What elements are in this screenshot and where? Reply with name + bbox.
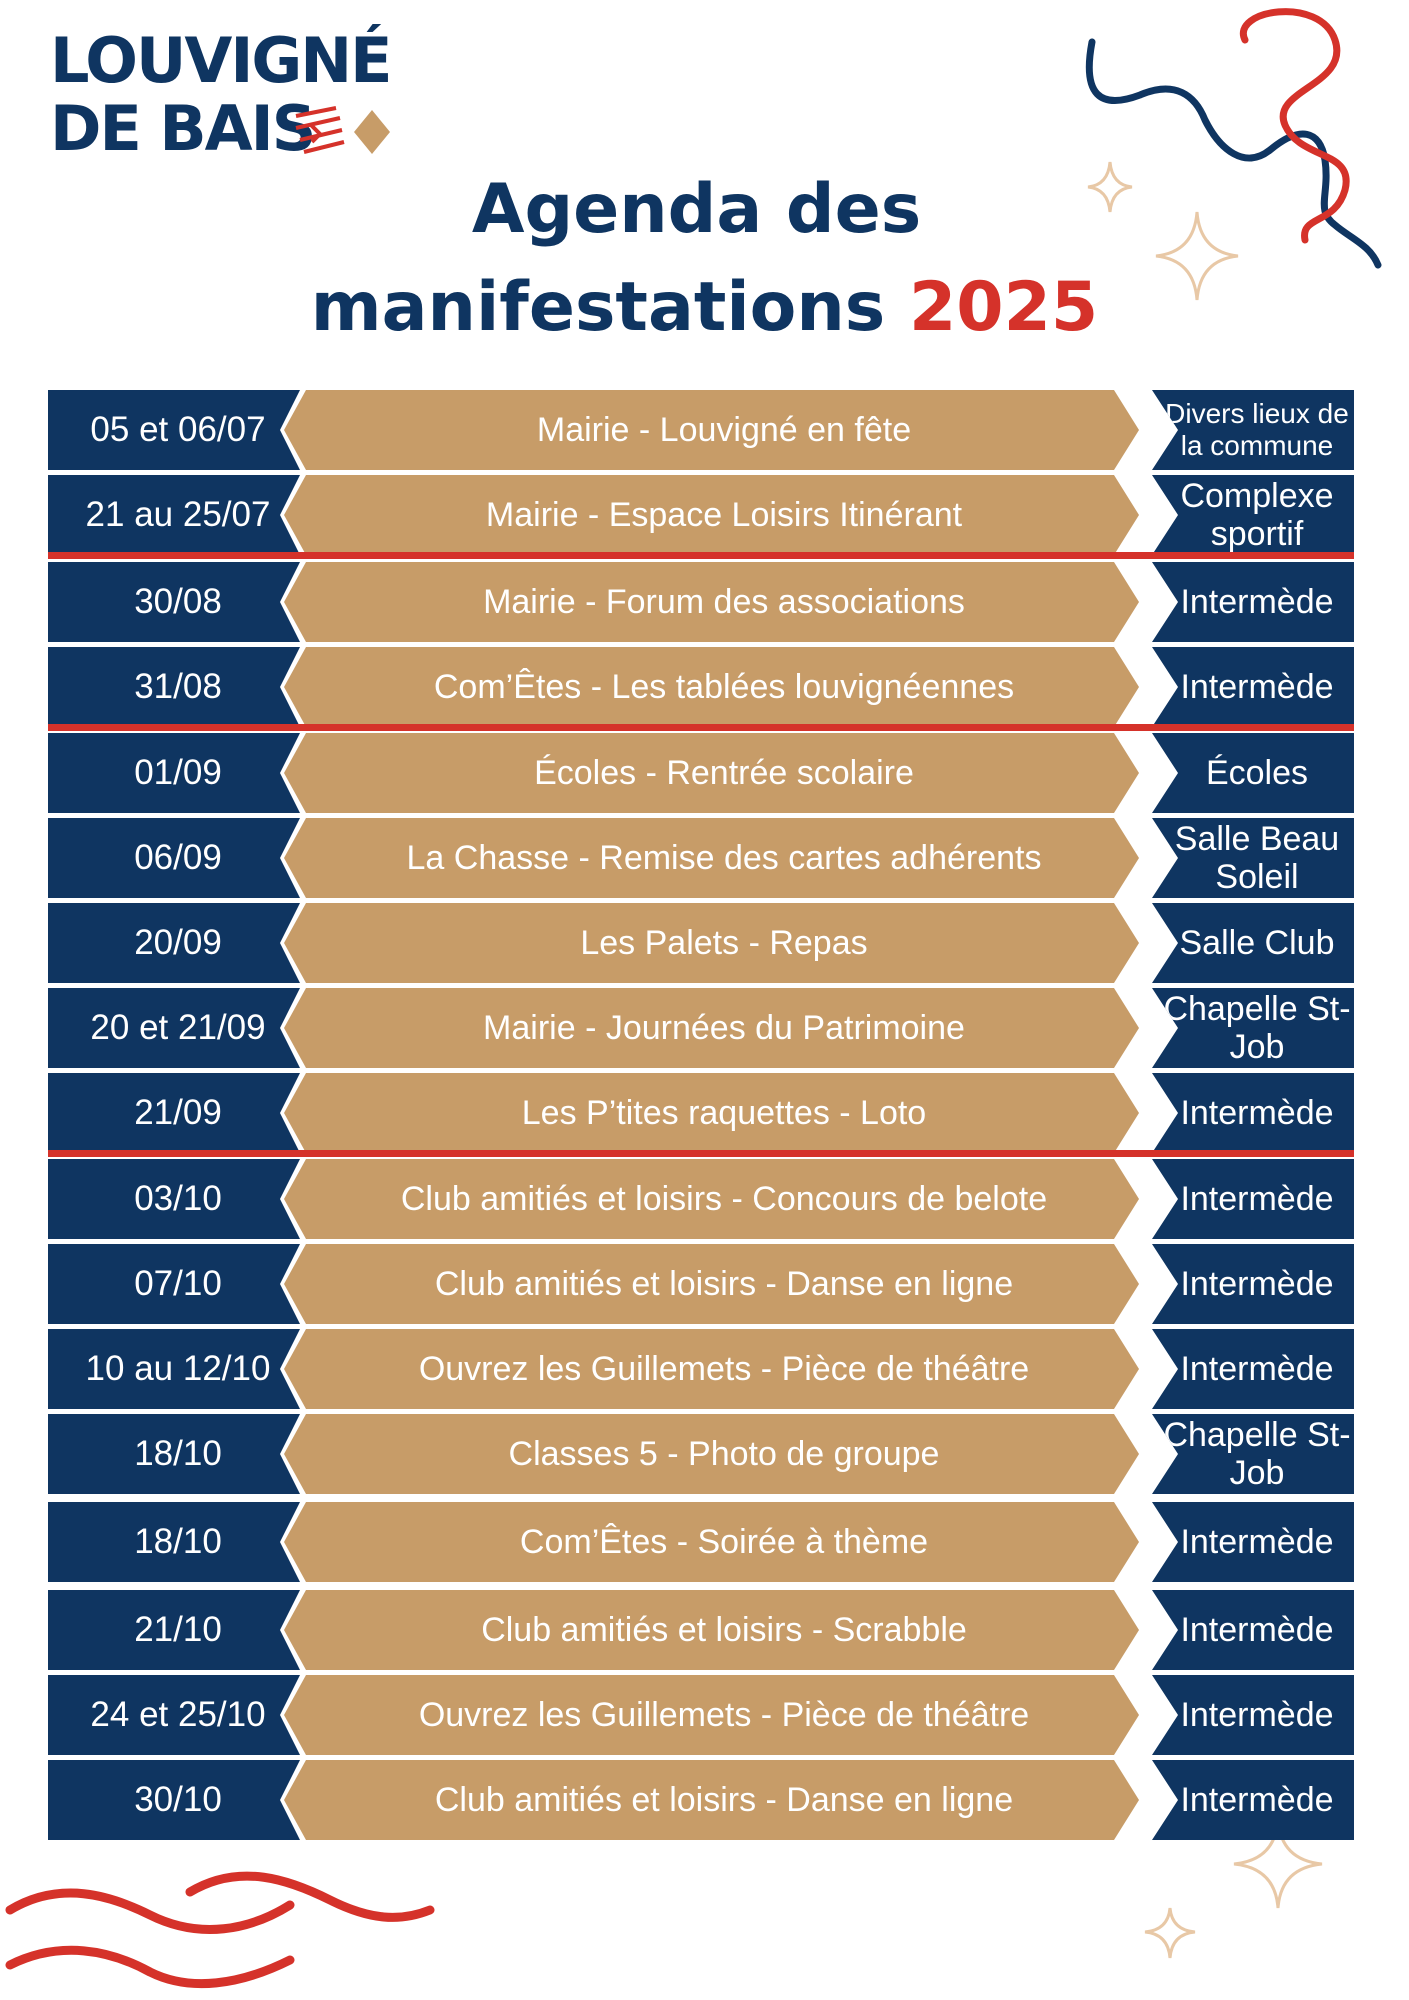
agenda-date: 21/10 xyxy=(48,1590,300,1670)
agenda-date: 18/10 xyxy=(48,1414,300,1494)
agenda-row: 07/10 Club amitiés et loisirs - Danse en… xyxy=(48,1244,1354,1324)
agenda-place: Intermède xyxy=(1152,1073,1354,1153)
logo-line-2: DE BAIS xyxy=(50,92,316,165)
agenda-event: Ouvrez les Guillemets - Pièce de théâtre xyxy=(284,1675,1139,1755)
agenda-event: Club amitiés et loisirs - Concours de be… xyxy=(284,1159,1139,1239)
agenda-place: Intermède xyxy=(1152,1760,1354,1840)
agenda-event: Club amitiés et loisirs - Scrabble xyxy=(284,1590,1139,1670)
agenda-row: 06/09 La Chasse - Remise des cartes adhé… xyxy=(48,818,1354,898)
agenda-place: Intermède xyxy=(1152,1675,1354,1755)
logo: LOUVIGNÉ DE BAIS xyxy=(50,26,400,166)
agenda-event: Classes 5 - Photo de groupe xyxy=(284,1414,1139,1494)
agenda-date: 03/10 xyxy=(48,1159,300,1239)
agenda-date: 24 et 25/10 xyxy=(48,1675,300,1755)
month-separator xyxy=(48,1150,1354,1157)
agenda-row: 30/10 Club amitiés et loisirs - Danse en… xyxy=(48,1760,1354,1840)
agenda-place: Complexe sportif xyxy=(1152,475,1354,555)
agenda-place: Divers lieux de la commune xyxy=(1152,390,1354,470)
agenda-date: 18/10 xyxy=(48,1502,300,1582)
agenda-place: Intermède xyxy=(1152,1244,1354,1324)
red-wave-decoration-2 xyxy=(185,1871,435,1922)
page-title-year: 2025 xyxy=(908,268,1099,347)
agenda-event: Com’Êtes - Soirée à thème xyxy=(284,1502,1139,1582)
agenda-place: Intermède xyxy=(1152,647,1354,727)
agenda-date: 20/09 xyxy=(48,903,300,983)
month-separator xyxy=(48,724,1354,731)
red-wave-decoration-1 xyxy=(5,1888,295,1934)
agenda-place: Intermède xyxy=(1152,1502,1354,1582)
agenda-date: 07/10 xyxy=(48,1244,300,1324)
agenda-row: 21/10 Club amitiés et loisirs - Scrabble… xyxy=(48,1590,1354,1670)
agenda-place: Salle Club xyxy=(1152,903,1354,983)
agenda-row: 10 au 12/10 Ouvrez les Guillemets - Pièc… xyxy=(48,1329,1354,1409)
agenda-event: Club amitiés et loisirs - Danse en ligne xyxy=(284,1760,1139,1840)
agenda-event: Mairie - Journées du Patrimoine xyxy=(284,988,1139,1068)
agenda-event: Mairie - Espace Loisirs Itinérant xyxy=(284,475,1139,555)
sparkle-icon xyxy=(1144,1907,1196,1959)
agenda-place: Écoles xyxy=(1152,733,1354,813)
agenda-event: Les P’tites raquettes - Loto xyxy=(284,1073,1139,1153)
month-separator xyxy=(48,552,1354,559)
agenda-date: 20 et 21/09 xyxy=(48,988,300,1068)
agenda-event: Mairie - Forum des associations xyxy=(284,562,1139,642)
agenda-row: 01/09 Écoles - Rentrée scolaire Écoles xyxy=(48,733,1354,813)
agenda-row: 20/09 Les Palets - Repas Salle Club xyxy=(48,903,1354,983)
page-title-text: manifestations xyxy=(310,268,886,347)
agenda-event: Les Palets - Repas xyxy=(284,903,1139,983)
page-title-line-1: Agenda des xyxy=(471,170,922,249)
agenda-place: Intermède xyxy=(1152,1329,1354,1409)
agenda-row: 31/08 Com’Êtes - Les tablées louvignéenn… xyxy=(48,647,1354,727)
agenda-place: Intermède xyxy=(1152,1590,1354,1670)
agenda-row: 24 et 25/10 Ouvrez les Guillemets - Pièc… xyxy=(48,1675,1354,1755)
agenda-event: Ouvrez les Guillemets - Pièce de théâtre xyxy=(284,1329,1139,1409)
agenda-row: 18/10 Com’Êtes - Soirée à thème Intermèd… xyxy=(48,1502,1354,1582)
agenda-event: Mairie - Louvigné en fête xyxy=(284,390,1139,470)
logo-emblem-icon xyxy=(295,106,390,154)
agenda-date: 21/09 xyxy=(48,1073,300,1153)
agenda-event: Club amitiés et loisirs - Danse en ligne xyxy=(284,1244,1139,1324)
agenda-row: 20 et 21/09 Mairie - Journées du Patrimo… xyxy=(48,988,1354,1068)
page-title-line-2: manifestations 2025 xyxy=(0,258,1409,358)
agenda-event: La Chasse - Remise des cartes adhérents xyxy=(284,818,1139,898)
agenda-place: Chapelle St-Job xyxy=(1152,988,1354,1068)
agenda-date: 01/09 xyxy=(48,733,300,813)
logo-line-1: LOUVIGNÉ xyxy=(50,24,393,97)
agenda-row: 18/10 Classes 5 - Photo de groupe Chapel… xyxy=(48,1414,1354,1494)
agenda-date: 10 au 12/10 xyxy=(48,1329,300,1409)
agenda-date: 06/09 xyxy=(48,818,300,898)
agenda-date: 30/10 xyxy=(48,1760,300,1840)
agenda-date: 30/08 xyxy=(48,562,300,642)
agenda-row: 21/09 Les P’tites raquettes - Loto Inter… xyxy=(48,1073,1354,1153)
agenda-row: 05 et 06/07 Mairie - Louvigné en fête Di… xyxy=(48,390,1354,470)
agenda-place: Intermède xyxy=(1152,1159,1354,1239)
agenda-row: 03/10 Club amitiés et loisirs - Concours… xyxy=(48,1159,1354,1239)
agenda-date: 21 au 25/07 xyxy=(48,475,300,555)
agenda-date: 05 et 06/07 xyxy=(48,390,300,470)
agenda-event: Écoles - Rentrée scolaire xyxy=(284,733,1139,813)
agenda-event: Com’Êtes - Les tablées louvignéennes xyxy=(284,647,1139,727)
agenda-row: 30/08 Mairie - Forum des associations In… xyxy=(48,562,1354,642)
agenda-place: Chapelle St-Job xyxy=(1152,1414,1354,1494)
red-wave-decoration-3 xyxy=(5,1945,295,1989)
agenda-place: Salle Beau Soleil xyxy=(1152,818,1354,898)
agenda-date: 31/08 xyxy=(48,647,300,727)
agenda-row: 21 au 25/07 Mairie - Espace Loisirs Itin… xyxy=(48,475,1354,555)
agenda-place: Intermède xyxy=(1152,562,1354,642)
